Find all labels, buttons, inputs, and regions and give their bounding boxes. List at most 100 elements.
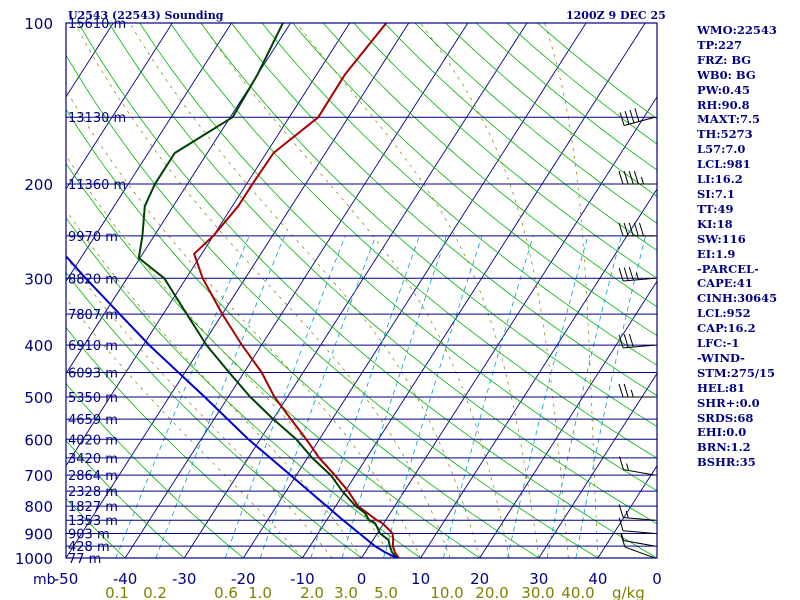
mixing-ratio-label: 0.1: [105, 584, 129, 600]
chart-title: U2543 (22543) Sounding: [68, 9, 224, 22]
dry-adiabat: [445, 23, 657, 197]
wind-barb-flag: [618, 267, 624, 282]
dry-adiabat: [231, 23, 657, 397]
wind-barb-flag: [633, 170, 639, 185]
sounding-index: MAXT:7.5: [697, 112, 760, 127]
wind-barb-flag: [618, 170, 624, 185]
wind-barb-half-flag: [625, 510, 629, 519]
pressure-tick-label: 1000: [15, 550, 53, 568]
wind-barb: [618, 333, 656, 349]
dry-adiabat: [108, 23, 657, 525]
mixing-ratio-label: 10.0: [430, 584, 463, 600]
wind-barbs: [618, 108, 656, 559]
pressure-tick-label: 200: [24, 176, 53, 194]
dry-adiabat: [66, 271, 362, 558]
mixing-ratio-label: 1.0: [248, 584, 272, 600]
isotherm-line: [479, 280, 657, 558]
wind-barb-flag: [618, 222, 624, 237]
dry-adiabat: [139, 23, 657, 492]
sounding-index: LFC:-1: [697, 336, 740, 351]
mixing-ratio-label: 0.6: [214, 584, 238, 600]
isotherm-line: [66, 23, 173, 190]
wind-barb-flag: [618, 517, 624, 531]
isotherm-line: [538, 372, 657, 558]
wind-barb: [618, 504, 656, 521]
isotherm-line: [66, 23, 351, 467]
pressure-tick-label: 500: [24, 389, 53, 407]
sounding-index: LCL:981: [697, 157, 751, 172]
pressure-tick-label: 800: [24, 498, 53, 516]
moist-adiabat: [66, 209, 362, 558]
wind-barb-flag: [629, 109, 635, 123]
wind-barb-half-flag: [630, 389, 634, 398]
wind-barb: [618, 517, 656, 535]
temperature-tick-label: -50: [54, 570, 79, 588]
plot-frame: [65, 22, 658, 559]
pressure-tick-label: 400: [24, 337, 53, 355]
dry-adiabat: [78, 23, 657, 558]
sounding-index: LCL:952: [697, 306, 751, 321]
mixing-ratio-label: 3.0: [334, 584, 358, 600]
valid-time: 1200Z 9 DEC 25: [566, 9, 666, 22]
dry-adiabat: [261, 23, 657, 366]
wind-barb-flag: [619, 112, 625, 126]
pressure-tick-label: 100: [24, 15, 53, 33]
sounding-index: CAP:16.2: [697, 321, 756, 336]
sounding-index: LI:16.2: [697, 172, 743, 187]
isotherm-line: [66, 23, 291, 375]
height-label: 1827 m: [68, 500, 118, 515]
height-label: 15610 m: [68, 17, 126, 32]
sounding-index: WB0: BG: [697, 67, 756, 82]
plot-border: [65, 22, 658, 559]
isotherm-line: [597, 464, 657, 558]
sounding-index: WMO:22543: [697, 23, 777, 37]
wind-barb-staff: [623, 116, 656, 126]
mixing-ratio-label: 40.0: [561, 584, 594, 600]
height-label: 3420 m: [68, 452, 118, 467]
wind-barb-flag: [633, 222, 639, 237]
sounding-index: TP:227: [697, 37, 743, 52]
height-label: 6910 m: [68, 339, 118, 354]
height-label: 4020 m: [68, 433, 118, 448]
height-label: 903 m: [68, 528, 110, 543]
wind-barb-flag: [628, 333, 634, 348]
dry-adiabat: [322, 23, 657, 308]
wind-barb-flag: [639, 222, 644, 237]
height-label: 9970 m: [68, 230, 118, 245]
dry-adiabat: [292, 23, 657, 337]
wind-barb-flag: [623, 170, 629, 185]
sounding-index: KI:18: [697, 216, 733, 231]
wind-barb: [618, 170, 655, 185]
temperature-tick-label: -40: [113, 570, 138, 588]
sounding-index: BSHR:35: [697, 455, 756, 470]
height-label: 4659 m: [68, 413, 118, 428]
height-label: 2864 m: [68, 469, 118, 484]
isotherm-line: [66, 23, 232, 283]
pressure-tick-label: 900: [24, 526, 53, 544]
mixing-ratio-label: 0.2: [143, 584, 167, 600]
wind-barb: [621, 533, 656, 547]
wind-barb-flag: [628, 267, 634, 281]
mixing-ratio-line: [383, 235, 483, 558]
dry-adiabat: [200, 23, 657, 427]
sounding-index: TT:49: [697, 201, 734, 216]
temperature-tick-label: 40: [588, 570, 607, 588]
wind-barb-half-flag: [621, 533, 624, 541]
wind-barb-flag: [623, 222, 629, 237]
sounding-index: EI:1.9: [697, 246, 736, 261]
dry-adiabat: [506, 23, 657, 145]
height-label: 2328 m: [68, 485, 118, 500]
height-label: 77 m: [68, 552, 101, 567]
wind-barb-flag: [623, 267, 629, 281]
wind-barb-flag: [624, 111, 630, 125]
wind-barb-staff: [623, 277, 656, 282]
temperature-tick-label: -20: [231, 570, 256, 588]
wind-barb-flag: [634, 108, 640, 122]
sounding-profiles: [66, 23, 400, 558]
dry-adiabat: [66, 108, 540, 558]
series-line-temperature: [193, 23, 400, 558]
sounding-index: -PARCEL-: [697, 261, 759, 276]
wind-barb-half-flag: [635, 272, 639, 280]
wind-barb-flag: [618, 383, 624, 398]
